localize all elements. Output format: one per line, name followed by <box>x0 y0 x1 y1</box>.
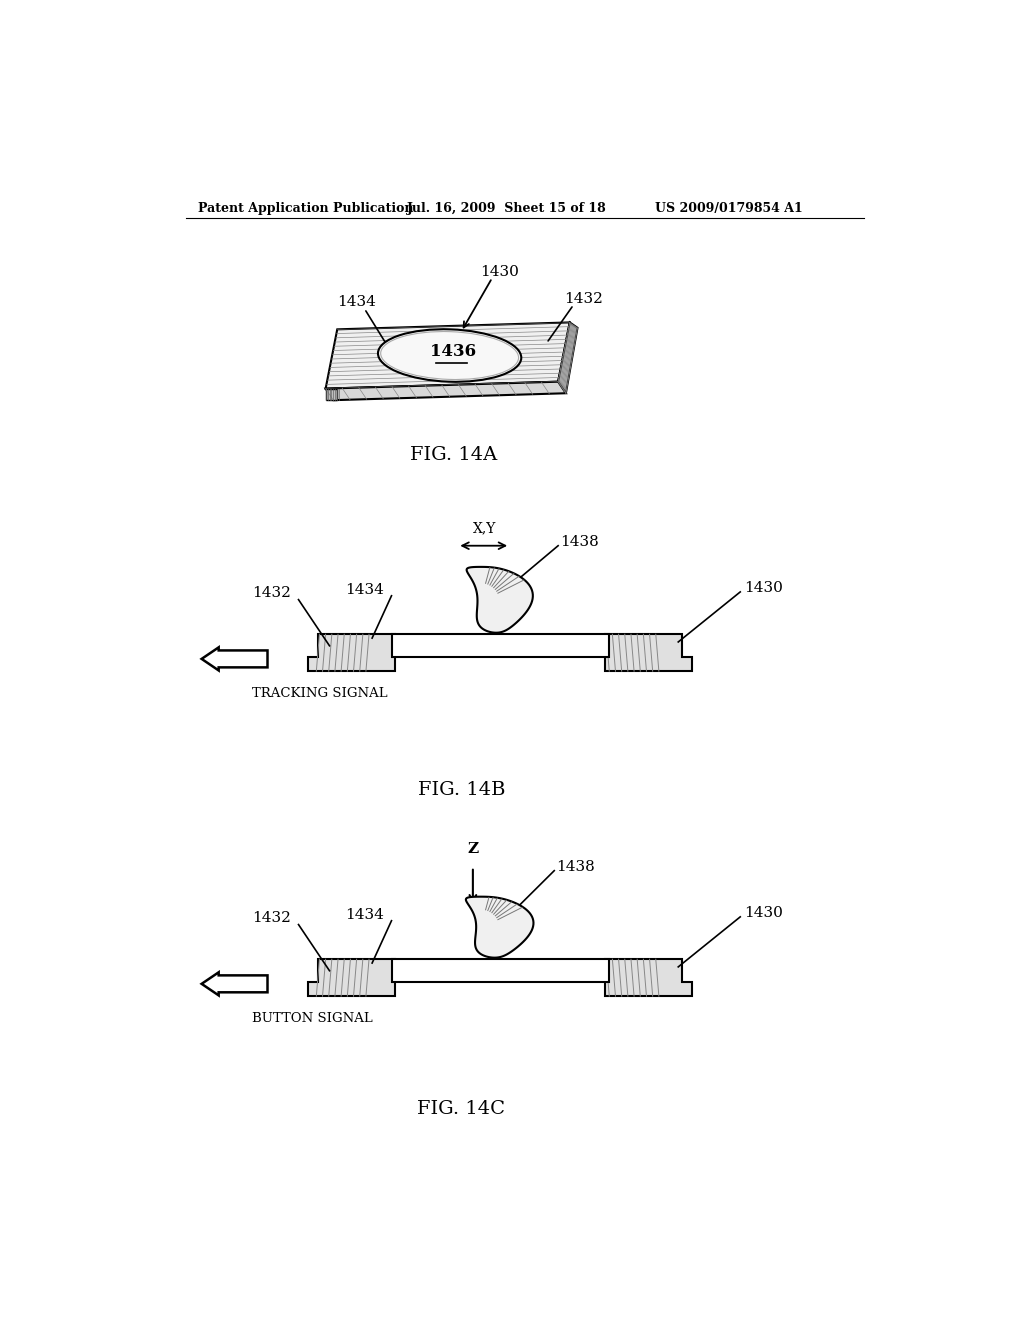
Text: X,Y: X,Y <box>473 521 497 535</box>
Text: 1430: 1430 <box>744 581 783 595</box>
Polygon shape <box>391 960 608 982</box>
Polygon shape <box>326 322 569 388</box>
Polygon shape <box>391 635 608 657</box>
Text: US 2009/0179854 A1: US 2009/0179854 A1 <box>655 202 803 215</box>
Text: 1438: 1438 <box>560 535 599 549</box>
Text: Patent Application Publication: Patent Application Publication <box>198 202 414 215</box>
Polygon shape <box>326 388 337 400</box>
Text: 1430: 1430 <box>480 265 519 280</box>
Text: FIG. 14A: FIG. 14A <box>410 446 497 463</box>
FancyArrow shape <box>202 973 267 995</box>
Polygon shape <box>326 381 566 400</box>
Polygon shape <box>466 896 534 957</box>
Polygon shape <box>604 635 692 671</box>
Polygon shape <box>308 635 395 671</box>
Text: 1432: 1432 <box>252 586 291 601</box>
Polygon shape <box>467 566 532 632</box>
Text: 1434: 1434 <box>337 296 376 309</box>
FancyArrow shape <box>202 647 267 671</box>
Polygon shape <box>604 960 692 997</box>
Text: Jul. 16, 2009  Sheet 15 of 18: Jul. 16, 2009 Sheet 15 of 18 <box>407 202 607 215</box>
Text: 1432: 1432 <box>252 911 291 925</box>
Text: FIG. 14C: FIG. 14C <box>417 1101 505 1118</box>
Text: 1434: 1434 <box>345 582 384 597</box>
Text: Z: Z <box>467 842 478 857</box>
Text: BUTTON SIGNAL: BUTTON SIGNAL <box>252 1012 373 1026</box>
Text: FIG. 14B: FIG. 14B <box>418 781 505 799</box>
Polygon shape <box>308 960 395 997</box>
Text: TRACKING SIGNAL: TRACKING SIGNAL <box>252 686 388 700</box>
Text: 1438: 1438 <box>557 859 595 874</box>
Polygon shape <box>558 322 578 393</box>
Text: 1432: 1432 <box>564 292 603 306</box>
Text: 1430: 1430 <box>744 906 783 920</box>
Ellipse shape <box>378 329 521 381</box>
Text: 1434: 1434 <box>345 908 384 921</box>
Text: 1436: 1436 <box>430 343 476 360</box>
